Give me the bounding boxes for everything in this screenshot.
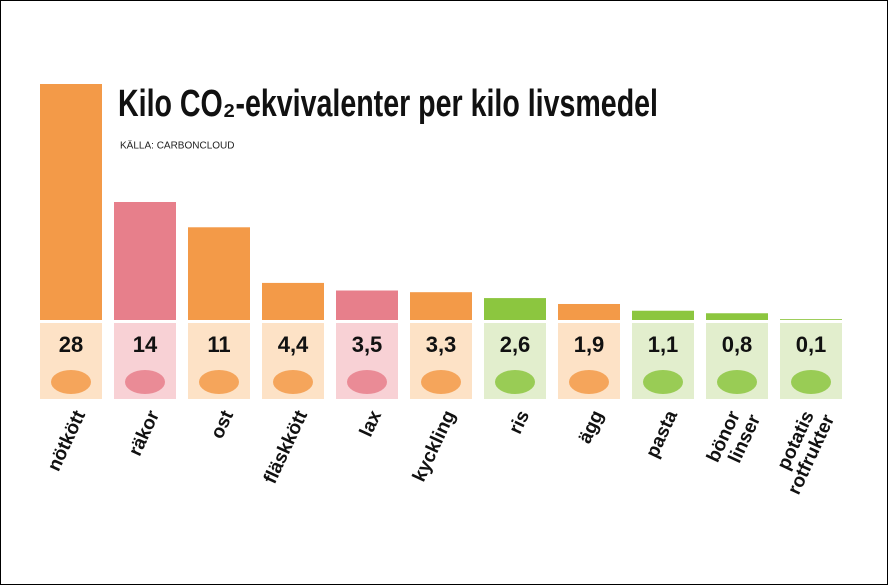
food-icon — [125, 370, 165, 394]
chart-subtitle: KÄLLA: CARBONCLOUD — [120, 140, 234, 152]
value-label: 1,9 — [574, 332, 605, 357]
bar — [780, 319, 842, 320]
value-label: 1,1 — [648, 332, 679, 357]
value-label: 3,3 — [426, 332, 457, 357]
value-label: 4,4 — [278, 332, 309, 357]
bar — [40, 84, 102, 320]
bar — [706, 313, 768, 320]
food-icon — [51, 370, 91, 394]
food-icon — [273, 370, 313, 394]
bar — [632, 310, 694, 320]
bar — [262, 282, 324, 320]
bar — [558, 303, 620, 320]
food-icon — [347, 370, 387, 394]
food-icon — [199, 370, 239, 394]
value-label: 0,1 — [796, 332, 827, 357]
value-label: 11 — [207, 332, 230, 357]
value-label: 0,8 — [722, 332, 753, 357]
food-icon — [791, 370, 831, 394]
food-icon — [643, 370, 683, 394]
food-icon — [717, 370, 757, 394]
value-label: 3,5 — [352, 332, 383, 357]
x-tick-label: potatis rotfrukter — [766, 403, 840, 498]
value-label: 28 — [59, 332, 83, 357]
chart-title: Kilo CO₂-ekvivalenter per kilo livsmedel — [118, 83, 658, 125]
food-icon — [569, 370, 609, 394]
bar — [336, 290, 398, 320]
bar — [484, 298, 546, 320]
bar — [188, 227, 250, 320]
value-label: 14 — [133, 332, 158, 357]
bar — [410, 292, 472, 320]
food-icon — [495, 370, 535, 394]
value-label: 2,6 — [500, 332, 531, 357]
food-icon — [421, 370, 461, 394]
bar — [114, 202, 176, 320]
